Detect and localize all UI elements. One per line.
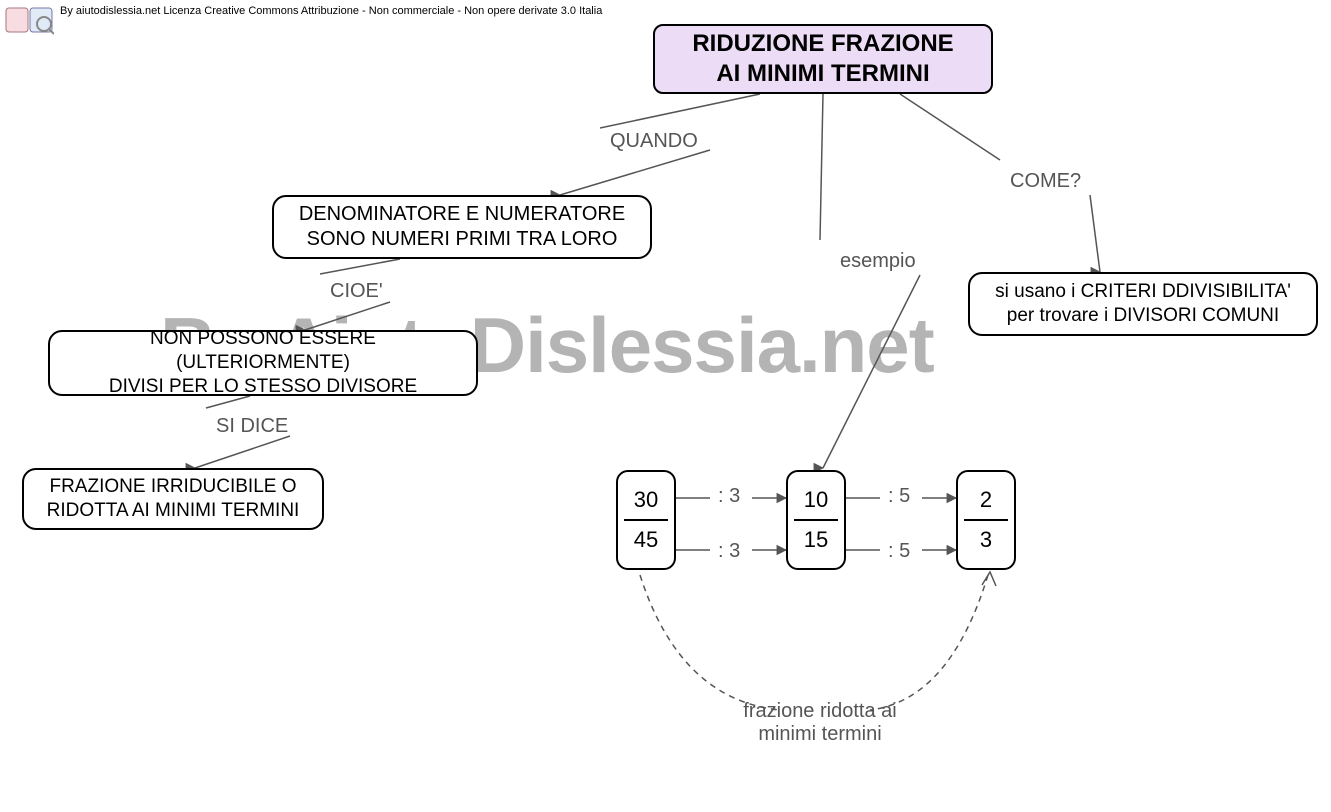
title-line1: RIDUZIONE FRAZIONE — [692, 29, 953, 59]
n3-line2: RIDOTTA AI MINIMI TERMINI — [47, 499, 300, 523]
n4-line2: per trovare i DIVISORI COMUNI — [1007, 304, 1279, 328]
edge-label-quando: QUANDO — [610, 130, 698, 153]
book-logo-icon — [4, 2, 54, 38]
n2-line1: NON POSSONO ESSERE (ULTERIORMENTE) — [62, 327, 464, 375]
fraction-1-den: 45 — [634, 527, 658, 553]
fraction-bar — [964, 519, 1008, 521]
node-denominatore: DENOMINATORE E NUMERATORE SONO NUMERI PR… — [272, 195, 652, 259]
fraction-3-num: 2 — [980, 487, 992, 513]
op-div5-bot: : 5 — [888, 540, 910, 563]
fraction-bar — [624, 519, 668, 521]
fraction-2: 10 15 — [786, 470, 846, 570]
n3-line1: FRAZIONE IRRIDUCIBILE O — [49, 475, 296, 499]
edge-label-come: COME? — [1010, 170, 1081, 193]
edge-label-cioe: CIOE' — [330, 280, 383, 303]
edges-layer — [0, 0, 1331, 812]
fraction-2-den: 15 — [804, 527, 828, 553]
fraction-3-den: 3 — [980, 527, 992, 553]
attribution-text: By aiutodislessia.net Licenza Creative C… — [60, 5, 602, 17]
fraction-1: 30 45 — [616, 470, 676, 570]
node-non-possono: NON POSSONO ESSERE (ULTERIORMENTE) DIVIS… — [48, 330, 478, 396]
fraction-bar — [794, 519, 838, 521]
title-node: RIDUZIONE FRAZIONE AI MINIMI TERMINI — [653, 24, 993, 94]
n1-line2: SONO NUMERI PRIMI TRA LORO — [307, 227, 618, 252]
n4-line1: si usano i CRITERI DDIVISIBILITA' — [995, 280, 1291, 304]
op-div3-top: : 3 — [718, 485, 740, 508]
fraction-1-num: 30 — [634, 487, 658, 513]
edge-label-sidice: SI DICE — [216, 415, 288, 438]
node-frazione-irriducibile: FRAZIONE IRRIDUCIBILE O RIDOTTA AI MINIM… — [22, 468, 324, 530]
title-line2: AI MINIMI TERMINI — [716, 59, 929, 89]
fraction-2-num: 10 — [804, 487, 828, 513]
node-criteri-divisibilita: si usano i CRITERI DDIVISIBILITA' per tr… — [968, 272, 1318, 336]
fraction-3: 2 3 — [956, 470, 1016, 570]
op-div3-bot: : 3 — [718, 540, 740, 563]
n2-line2: DIVISI PER LO STESSO DIVISORE — [109, 375, 417, 399]
bottom-caption: frazione ridotta ai minimi termini — [720, 700, 920, 746]
bottom-line1: frazione ridotta ai — [743, 700, 896, 722]
bottom-line2: minimi termini — [758, 723, 881, 745]
edge-label-esempio: esempio — [840, 250, 916, 273]
n1-line1: DENOMINATORE E NUMERATORE — [299, 202, 625, 227]
op-div5-top: : 5 — [888, 485, 910, 508]
